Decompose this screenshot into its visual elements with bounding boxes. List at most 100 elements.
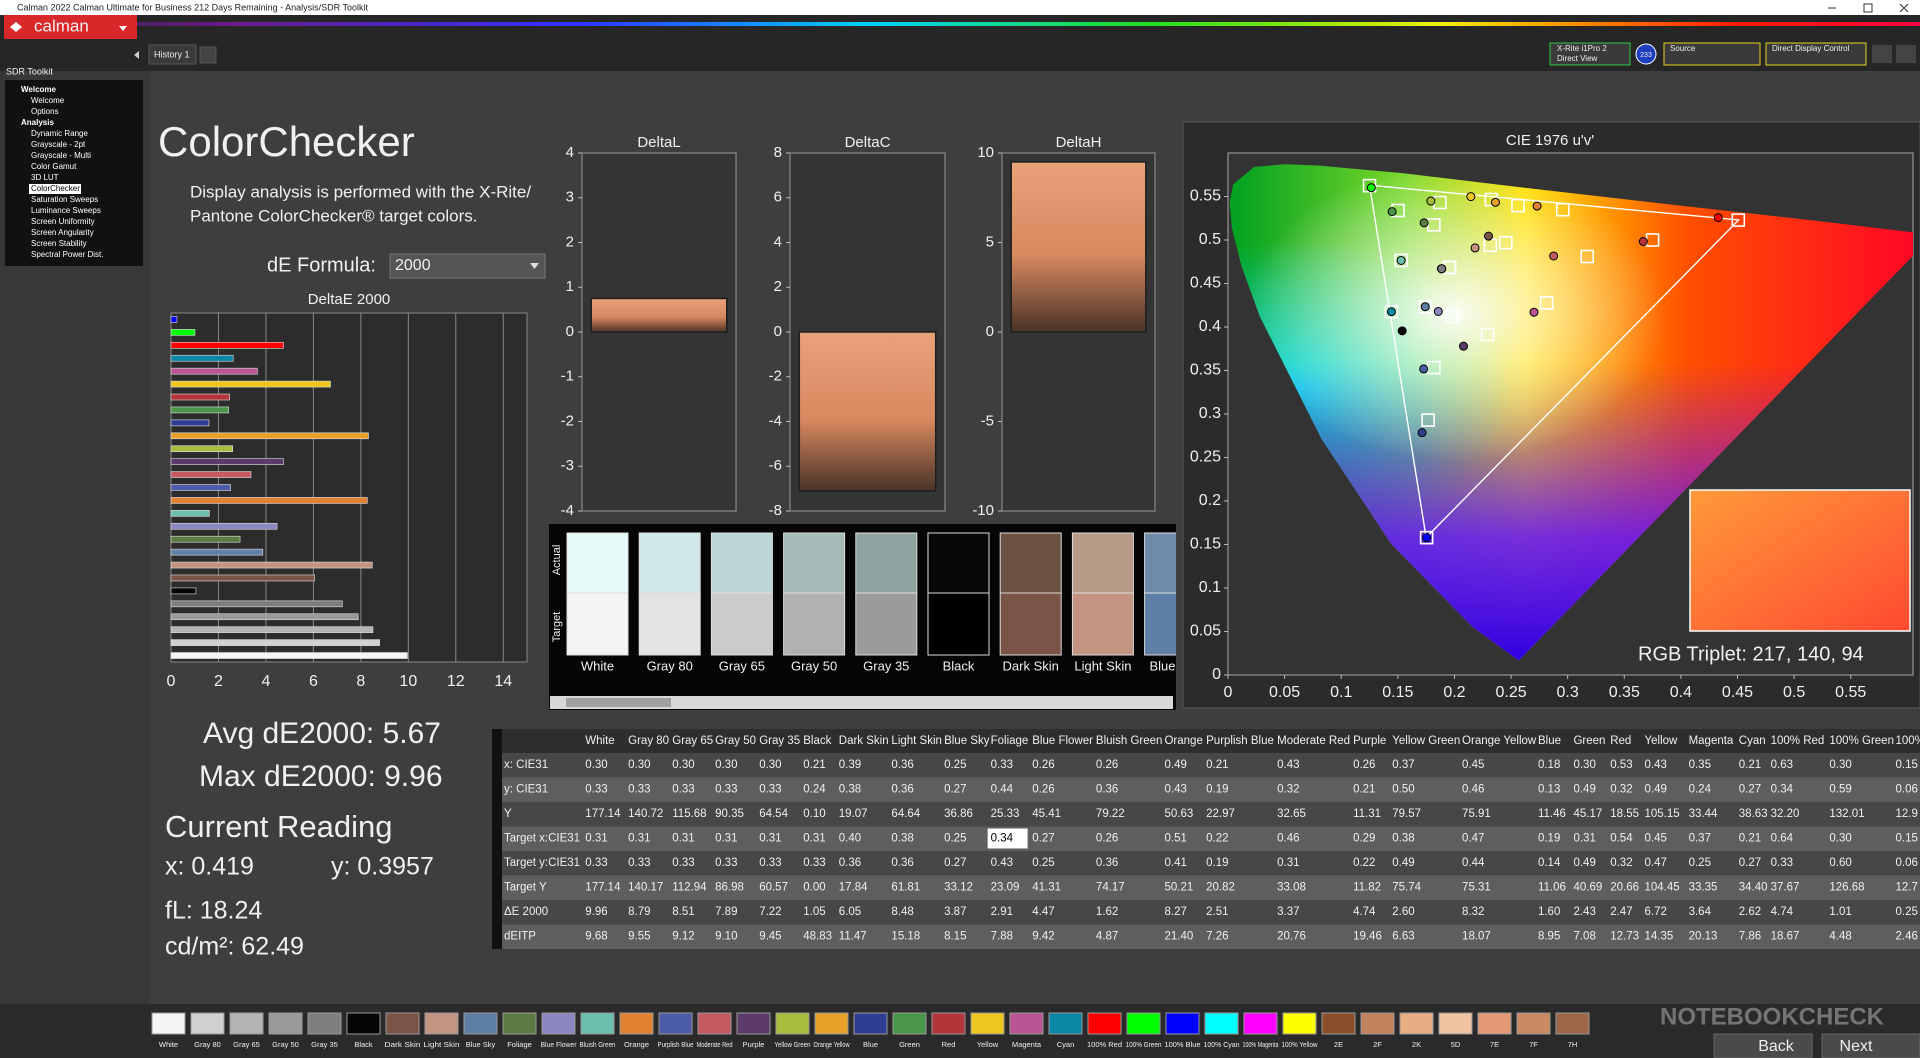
table-cell[interactable]: 0.49: [1392, 857, 1414, 869]
table-cell[interactable]: 0.31: [585, 833, 607, 845]
table-cell[interactable]: 0.26: [1032, 784, 1054, 796]
table-cell[interactable]: 8.51: [672, 906, 694, 918]
table-cell[interactable]: 0.26: [1353, 759, 1375, 771]
table-cell[interactable]: 1.05: [803, 906, 825, 918]
table-cell[interactable]: 0.21: [1353, 784, 1375, 796]
table-cell[interactable]: 0.34: [1771, 784, 1794, 796]
table-cell[interactable]: 4.74: [1771, 906, 1794, 918]
palette-swatch[interactable]: [385, 1012, 420, 1035]
table-cell[interactable]: 0.15: [1896, 833, 1918, 845]
meter-badge-circle[interactable]: [1635, 43, 1657, 65]
table-cell[interactable]: 75.91: [1462, 808, 1491, 820]
palette-swatch[interactable]: [970, 1012, 1005, 1035]
table-cell[interactable]: 11.47: [839, 931, 867, 943]
table-cell[interactable]: 0.49: [1164, 759, 1186, 771]
sidebar-item[interactable]: Analysis: [21, 118, 54, 127]
table-cell[interactable]: 2.43: [1573, 906, 1595, 918]
table-cell[interactable]: 0.13: [1538, 784, 1560, 796]
sidebar-item[interactable]: ColorChecker: [31, 184, 80, 193]
palette-swatch[interactable]: [1243, 1012, 1278, 1035]
palette-swatch[interactable]: [229, 1012, 264, 1035]
table-cell[interactable]: 0.06: [1896, 857, 1918, 869]
table-cell[interactable]: 0.50: [1392, 784, 1414, 796]
table-cell[interactable]: 0.36: [839, 857, 861, 869]
table-cell[interactable]: 0.49: [1573, 784, 1595, 796]
logo-box[interactable]: [4, 15, 137, 39]
table-cell[interactable]: 0.30: [1829, 833, 1851, 845]
palette-swatch[interactable]: [1399, 1012, 1434, 1035]
table-cell[interactable]: 0.25: [944, 833, 966, 845]
sidebar-item[interactable]: Options: [31, 107, 59, 116]
table-cell[interactable]: 0.24: [803, 784, 826, 796]
table-cell[interactable]: 0.26: [1032, 759, 1054, 771]
table-cell[interactable]: 4.47: [1032, 906, 1054, 918]
table-cell[interactable]: 37.67: [1771, 882, 1800, 894]
table-cell[interactable]: 8.95: [1538, 931, 1560, 943]
table-cell[interactable]: 0.18: [1538, 759, 1560, 771]
table-cell[interactable]: 0.27: [944, 784, 966, 796]
table-cell[interactable]: 0.36: [1096, 784, 1118, 796]
table-cell[interactable]: 0.27: [1739, 784, 1761, 796]
table-cell[interactable]: 0.19: [1206, 857, 1228, 869]
table-cell[interactable]: 2.51: [1206, 906, 1228, 918]
table-cell[interactable]: 0.37: [1689, 833, 1711, 845]
table-cell[interactable]: 86.98: [715, 882, 744, 894]
table-cell[interactable]: 0.64: [1771, 833, 1794, 845]
scrollbar-thumb[interactable]: [566, 698, 671, 707]
table-cell[interactable]: 15.18: [891, 931, 920, 943]
table-cell[interactable]: 0.26: [1096, 833, 1118, 845]
table-cell[interactable]: 75.74: [1392, 882, 1421, 894]
table-cell[interactable]: 0.33: [585, 857, 607, 869]
table-cell[interactable]: 9.42: [1032, 931, 1054, 943]
table-cell[interactable]: 177.14: [585, 882, 621, 894]
table-cell[interactable]: 32.65: [1277, 808, 1306, 820]
table-cell[interactable]: 0.27: [1739, 857, 1761, 869]
table-cell[interactable]: 126.68: [1829, 882, 1864, 894]
table-cell[interactable]: 2.47: [1610, 906, 1632, 918]
table-cell[interactable]: 0.34: [991, 833, 1014, 845]
palette-swatch[interactable]: [892, 1012, 927, 1035]
table-cell[interactable]: 64.54: [759, 808, 788, 820]
table-cell[interactable]: 4.87: [1096, 931, 1118, 943]
table-cell[interactable]: 0.47: [1645, 857, 1667, 869]
table-cell[interactable]: 20.82: [1206, 882, 1235, 894]
table-cell[interactable]: 9.68: [585, 931, 607, 943]
table-cell[interactable]: 18.67: [1771, 931, 1800, 943]
table-cell[interactable]: 9.55: [628, 931, 650, 943]
palette-swatch[interactable]: [1126, 1012, 1161, 1035]
table-cell[interactable]: 8.32: [1462, 906, 1484, 918]
table-cell[interactable]: 0.43: [991, 857, 1013, 869]
table-cell[interactable]: 0.21: [1739, 833, 1761, 845]
close-button[interactable]: [1899, 3, 1909, 13]
sidebar-item[interactable]: Welcome: [31, 96, 65, 105]
palette-swatch[interactable]: [1516, 1012, 1551, 1035]
table-cell[interactable]: 0.29: [1353, 833, 1375, 845]
table-cell[interactable]: 33.35: [1689, 882, 1718, 894]
table-cell[interactable]: 0.30: [759, 759, 781, 771]
table-cell[interactable]: 0.47: [1462, 833, 1484, 845]
table-cell[interactable]: 8.48: [891, 906, 913, 918]
table-cell[interactable]: 0.46: [1277, 833, 1299, 845]
table-cell[interactable]: 0.60: [1829, 857, 1851, 869]
table-cell[interactable]: 18.07: [1462, 931, 1491, 943]
table-cell[interactable]: 7.08: [1573, 931, 1595, 943]
table-cell[interactable]: 0.10: [803, 808, 825, 820]
table-cell[interactable]: 7.88: [991, 931, 1013, 943]
sidebar-item[interactable]: Grayscale - 2pt: [31, 140, 86, 149]
table-cell[interactable]: 0.49: [1573, 857, 1595, 869]
table-cell[interactable]: 0.22: [1206, 833, 1228, 845]
palette-swatch[interactable]: [346, 1012, 381, 1035]
table-cell[interactable]: 0.21: [803, 759, 825, 771]
maximize-button[interactable]: [1863, 3, 1873, 13]
sidebar-item[interactable]: Luminance Sweeps: [31, 206, 101, 215]
table-cell[interactable]: 0.53: [1610, 759, 1632, 771]
table-cell[interactable]: 0.33: [585, 784, 607, 796]
table-cell[interactable]: 0.33: [715, 857, 737, 869]
palette-swatch[interactable]: [424, 1012, 459, 1035]
table-cell[interactable]: 1.62: [1096, 906, 1118, 918]
table-cell[interactable]: 0.38: [839, 784, 861, 796]
sidebar-item[interactable]: Spectral Power Dist.: [31, 250, 103, 259]
table-cell[interactable]: 0.33: [715, 784, 737, 796]
table-cell[interactable]: 0.54: [1610, 833, 1633, 845]
table-cell[interactable]: 18.55: [1610, 808, 1639, 820]
